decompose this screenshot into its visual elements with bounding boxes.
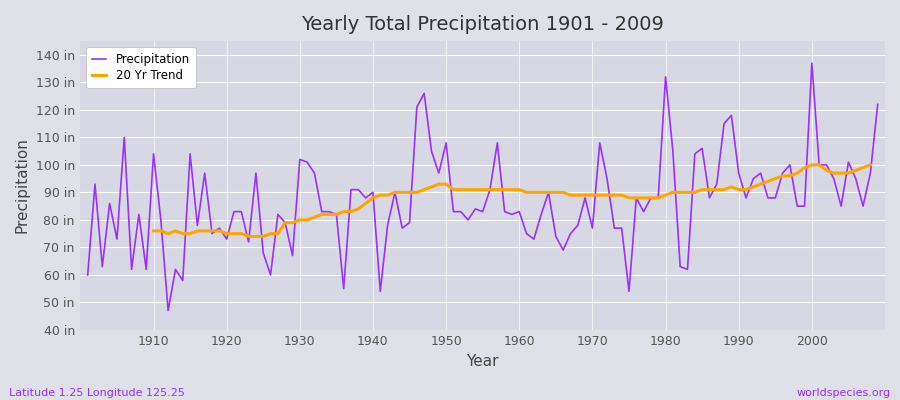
Title: Yearly Total Precipitation 1901 - 2009: Yearly Total Precipitation 1901 - 2009 — [302, 15, 664, 34]
Precipitation — [872, 102, 883, 107]
Precipitation — [806, 61, 817, 66]
Precipitation — [163, 308, 174, 313]
20 Yr Trend — [601, 193, 612, 198]
20 Yr Trend — [514, 187, 525, 192]
Precipitation — [82, 272, 93, 277]
20 Yr Trend — [302, 218, 312, 222]
Line: 20 Yr Trend: 20 Yr Trend — [154, 165, 870, 236]
Legend: Precipitation, 20 Yr Trend: Precipitation, 20 Yr Trend — [86, 47, 196, 88]
20 Yr Trend — [346, 209, 356, 214]
Line: Precipitation: Precipitation — [87, 63, 878, 311]
Text: Latitude 1.25 Longitude 125.25: Latitude 1.25 Longitude 125.25 — [9, 388, 184, 398]
Precipitation — [609, 226, 620, 230]
Precipitation — [521, 231, 532, 236]
Text: worldspecies.org: worldspecies.org — [796, 388, 891, 398]
Precipitation — [353, 187, 364, 192]
Y-axis label: Precipitation: Precipitation — [15, 138, 30, 234]
X-axis label: Year: Year — [466, 354, 499, 369]
Precipitation — [140, 267, 151, 272]
20 Yr Trend — [507, 187, 517, 192]
Precipitation — [514, 209, 525, 214]
Precipitation — [309, 171, 320, 176]
